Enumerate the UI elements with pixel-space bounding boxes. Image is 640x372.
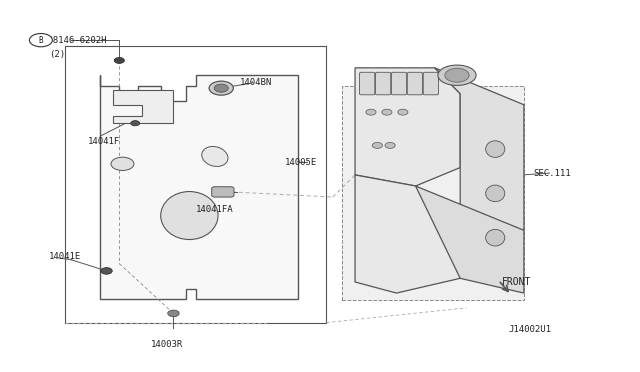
FancyBboxPatch shape bbox=[423, 72, 438, 95]
Ellipse shape bbox=[438, 65, 476, 86]
Polygon shape bbox=[100, 75, 298, 299]
Circle shape bbox=[372, 142, 383, 148]
Polygon shape bbox=[113, 90, 173, 123]
Circle shape bbox=[131, 121, 140, 126]
Text: J14002U1: J14002U1 bbox=[508, 326, 551, 334]
Circle shape bbox=[111, 157, 134, 170]
Ellipse shape bbox=[209, 81, 234, 95]
Circle shape bbox=[29, 33, 52, 47]
Text: SEC.111: SEC.111 bbox=[534, 169, 571, 177]
Circle shape bbox=[114, 58, 124, 63]
Text: (2): (2) bbox=[49, 51, 65, 60]
Polygon shape bbox=[415, 186, 524, 293]
FancyBboxPatch shape bbox=[376, 72, 391, 95]
Text: 14041F: 14041F bbox=[88, 137, 120, 146]
Polygon shape bbox=[355, 175, 460, 293]
Text: 14041FA: 14041FA bbox=[196, 205, 234, 215]
Polygon shape bbox=[435, 68, 524, 230]
Text: °08146-6202H: °08146-6202H bbox=[43, 36, 108, 45]
FancyBboxPatch shape bbox=[392, 72, 406, 95]
Ellipse shape bbox=[486, 230, 505, 246]
Text: B: B bbox=[38, 36, 44, 45]
Ellipse shape bbox=[214, 84, 228, 92]
Circle shape bbox=[100, 267, 112, 274]
Text: FRONT: FRONT bbox=[502, 277, 531, 287]
Text: 14041E: 14041E bbox=[49, 251, 81, 261]
Circle shape bbox=[397, 109, 408, 115]
Text: 14003R: 14003R bbox=[151, 340, 183, 349]
FancyBboxPatch shape bbox=[360, 72, 375, 95]
Circle shape bbox=[168, 310, 179, 317]
Text: 14005E: 14005E bbox=[285, 157, 317, 167]
FancyBboxPatch shape bbox=[407, 72, 422, 95]
FancyBboxPatch shape bbox=[342, 86, 524, 301]
Circle shape bbox=[385, 142, 395, 148]
Ellipse shape bbox=[486, 185, 505, 202]
Ellipse shape bbox=[486, 141, 505, 157]
Polygon shape bbox=[355, 68, 460, 186]
Ellipse shape bbox=[161, 192, 218, 240]
FancyBboxPatch shape bbox=[212, 187, 234, 197]
Text: 1404BN: 1404BN bbox=[241, 78, 273, 87]
Ellipse shape bbox=[445, 68, 469, 82]
Circle shape bbox=[366, 109, 376, 115]
Ellipse shape bbox=[202, 147, 228, 166]
Circle shape bbox=[382, 109, 392, 115]
